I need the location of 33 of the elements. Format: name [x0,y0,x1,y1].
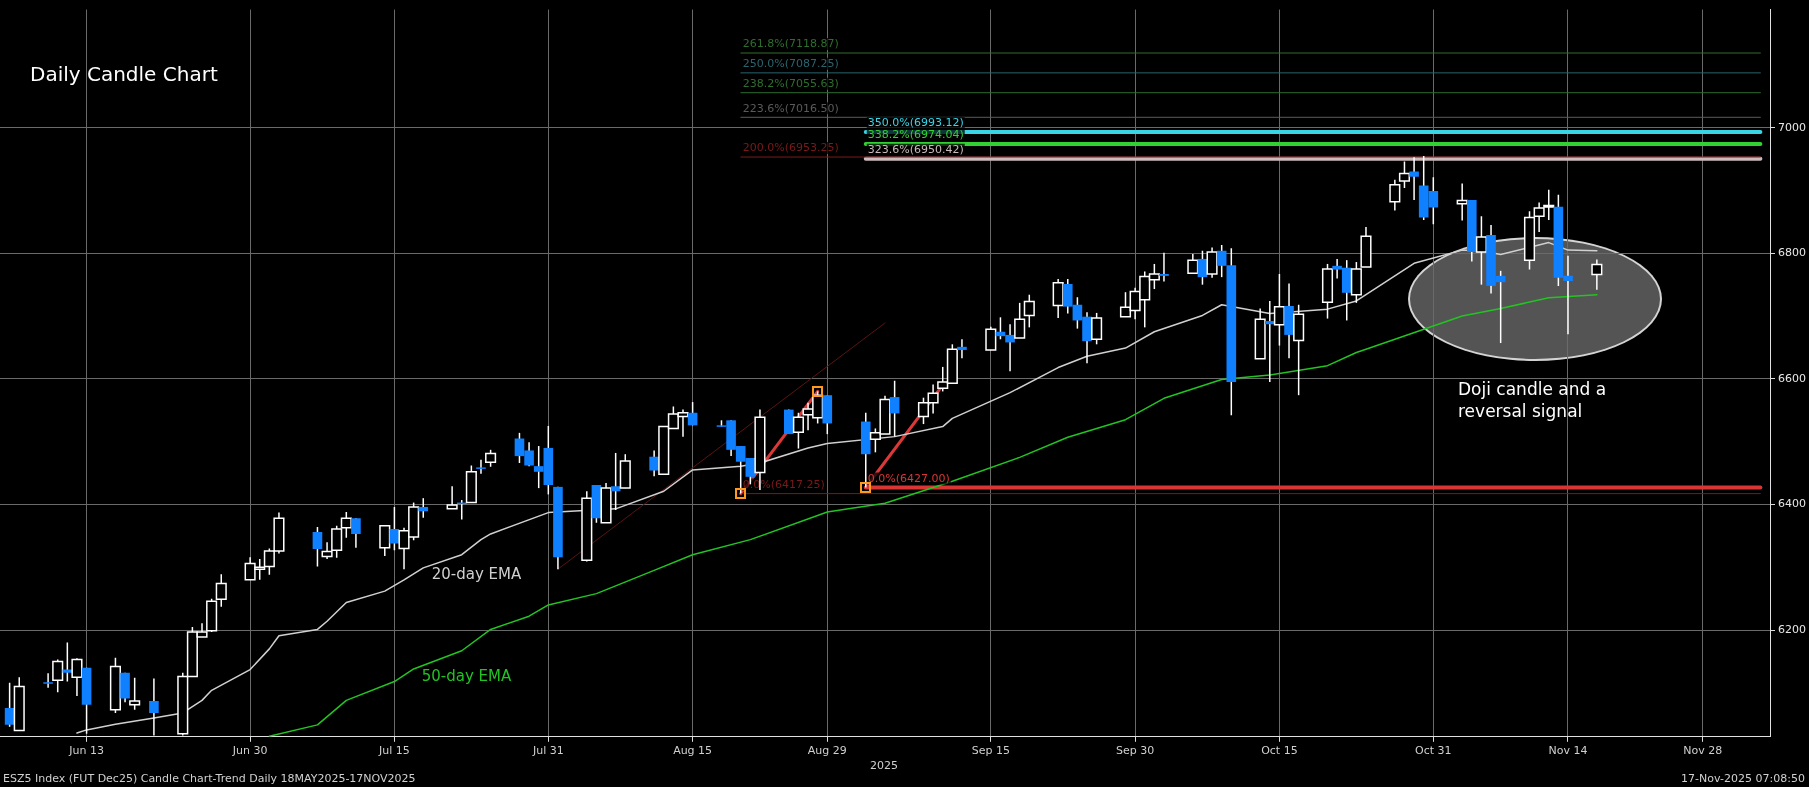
x-tick-label: Oct 15 [1261,744,1298,758]
series-label: 20-day EMA [431,565,523,584]
y-tick-label: 6400 [1778,497,1807,511]
series-label: 200.0%(6953.25) [742,141,839,155]
x-tick-label: Sep 30 [1116,744,1155,758]
y-tick-label: 7000 [1778,120,1807,134]
series-label: 0.0%(6427.00) [867,471,950,485]
x-tick-label: Aug 29 [807,744,847,758]
series-label: 223.6%(7016.50) [742,101,839,115]
annotation: Doji candle and a reversal signal [1458,378,1608,422]
x-tick-label: Sep 15 [971,744,1010,758]
y-tick-label: 6200 [1778,622,1807,636]
y-tick-label: 6600 [1778,371,1807,385]
x-tick-label: Nov 14 [1548,744,1588,758]
x-tick-label: Oct 31 [1415,744,1452,758]
text: 2025 [870,759,898,772]
series-label: 338.2%(6974.04) [867,128,964,142]
series-label: 250.0%(7087.25) [742,57,839,71]
x-tick-label: Jul 15 [378,744,410,758]
series-label: 323.6%(6950.42) [867,143,964,157]
text: ESZ5 Index (FUT Dec25) Candle Chart-Trend Daily 18MAY2025-17NOV2025 [3,772,416,785]
x-tick-label: Jun 30 [231,744,268,758]
x-tick-label: Jun 13 [68,744,104,758]
series-label: 50-day EMA [421,667,513,686]
text: Daily Candle Chart [30,62,218,86]
series-label: 350.0%(6993.12) [867,116,964,130]
text: 17-Nov-2025 07:08:50 [1680,772,1805,785]
x-tick-label: Nov 28 [1683,744,1723,758]
y-tick-label: 6800 [1778,246,1807,260]
series-label: 261.8%(7118.87) [742,37,839,51]
x-tick-label: Jul 31 [531,744,564,758]
x-tick-label: Aug 15 [673,744,713,758]
series-label: 238.2%(7055.63) [742,77,839,91]
